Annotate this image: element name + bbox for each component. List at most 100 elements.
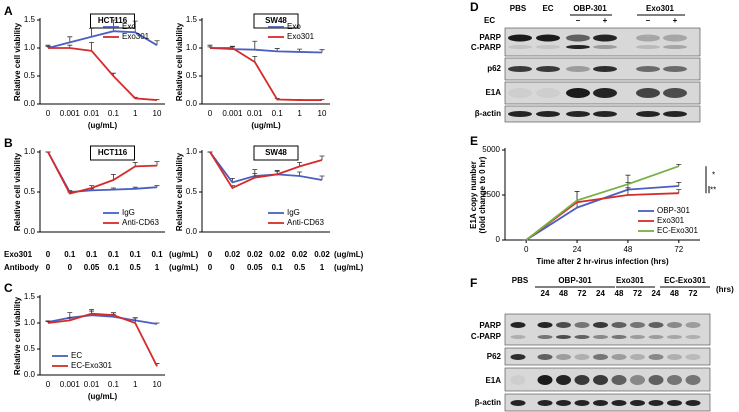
x-tick-label: 0.1	[151, 250, 163, 259]
blot-band	[508, 66, 532, 72]
x-tick-label: 0	[46, 263, 51, 272]
x-tick-label: 0.1	[64, 250, 76, 259]
legend-label: Exo301	[287, 32, 315, 41]
blot-band	[611, 335, 627, 339]
blot-strip	[504, 313, 711, 346]
y-axis-label: Relative cell viability	[13, 296, 22, 375]
blot-band	[685, 375, 701, 385]
x-tick-label: 0.01	[84, 380, 100, 389]
blot-band	[536, 34, 560, 42]
legend-label: EC-Exo301	[71, 361, 112, 370]
error-bar	[676, 182, 682, 186]
blot-band	[566, 34, 590, 42]
x-tick-label: 10	[318, 109, 327, 118]
blot-band	[510, 335, 526, 339]
blot-band	[566, 88, 590, 98]
x-tick-label: 0.5	[130, 263, 142, 272]
error-bar	[676, 189, 682, 194]
blot-band	[663, 111, 687, 117]
axis	[39, 18, 165, 105]
blot-band	[630, 354, 645, 360]
blot-band	[636, 88, 660, 98]
row-label: β-actin	[475, 398, 501, 407]
y-tick-label: 1.0	[186, 43, 198, 52]
blot-band	[648, 335, 664, 339]
x-tick-label: 0.1	[108, 380, 120, 389]
y-tick-label: 0.5	[24, 71, 36, 80]
error-bar	[676, 164, 682, 167]
blot-band	[574, 335, 590, 339]
blot-band	[648, 400, 664, 406]
lane-label: OBP-301	[573, 4, 607, 13]
series-line	[525, 192, 679, 241]
y-axis-label: Relative cell viability	[175, 152, 184, 231]
blot-band	[667, 354, 682, 360]
series-line	[47, 151, 158, 195]
title-box	[253, 13, 299, 29]
row-label: C-PARP	[471, 43, 502, 52]
blot-band	[663, 34, 687, 42]
ec-sign: +	[673, 16, 678, 25]
x-tick-label: 0.02	[225, 250, 241, 259]
error-bar	[154, 161, 160, 166]
blot-band	[636, 111, 660, 117]
blot-band	[510, 322, 526, 328]
blot-band	[630, 375, 645, 385]
x-tick-label: 0.1	[272, 109, 284, 118]
blot-band	[636, 34, 660, 42]
ec-sign: –	[646, 16, 651, 25]
blot-band	[537, 375, 553, 385]
y-axis-label: E1A copy number	[469, 161, 478, 229]
x-tick-label: 0.01	[247, 109, 263, 118]
y-axis-label: (fold change to 0 hr)	[478, 156, 487, 233]
x-tick-label: 10	[153, 109, 162, 118]
blot-band	[556, 354, 571, 360]
x-tick-label: 0.1	[108, 109, 120, 118]
blot-band	[574, 375, 590, 385]
x-tick-label: 0.5	[294, 263, 306, 272]
blot-band	[593, 88, 617, 98]
blot-band	[536, 88, 560, 98]
x-tick-label: 0	[46, 380, 51, 389]
x-tick-label: 0.1	[108, 250, 120, 259]
blot-band	[685, 354, 701, 360]
blot-band	[630, 322, 645, 328]
blot-band	[508, 88, 532, 98]
y-tick-label: 2500	[482, 190, 500, 199]
ec-sign: +	[603, 16, 608, 25]
title-box	[253, 145, 299, 161]
x-tick-label: 0.1	[130, 250, 142, 259]
time-label: 24	[596, 289, 605, 298]
y-axis-label: Relative cell viability	[13, 152, 22, 231]
x-axis-label: (ug/mL)	[251, 121, 281, 130]
series-line	[47, 30, 158, 49]
axis	[201, 18, 330, 105]
blot-band	[630, 400, 645, 406]
series-line	[210, 47, 322, 101]
blot-band	[648, 322, 664, 328]
blot-band	[636, 66, 660, 72]
x-row-name: Antibody	[4, 263, 39, 272]
group-label: PBS	[512, 276, 529, 285]
blot-band	[574, 322, 590, 328]
y-tick-label: 0.0	[186, 99, 198, 108]
blot-band	[510, 354, 526, 360]
blot-band	[667, 400, 682, 406]
error-bar	[132, 20, 138, 33]
x-tick-label: 0	[208, 109, 213, 118]
group-label: OBP-301	[558, 276, 592, 285]
x-tick-label: 0	[46, 250, 51, 259]
x-tick-label: 0.001	[60, 109, 81, 118]
blot-band	[611, 400, 627, 406]
row-label: PARP	[479, 33, 501, 42]
blot-band	[536, 66, 560, 72]
blot-band	[593, 335, 608, 339]
blot-band	[630, 335, 645, 339]
blot-band	[593, 354, 608, 360]
x-tick-label: 0	[524, 245, 529, 254]
x-tick-label: 0	[208, 263, 213, 272]
blot-band	[593, 400, 608, 406]
blot-band	[556, 400, 571, 406]
blot-band	[611, 354, 627, 360]
